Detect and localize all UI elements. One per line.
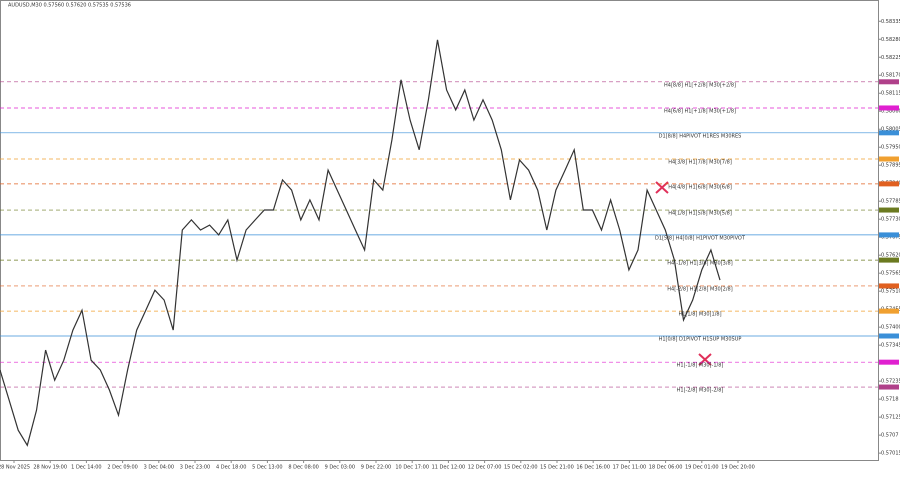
y-tick-label: 0.58060 [881,109,900,115]
level-price-tag [879,359,899,365]
y-tick-label: 0.57235 [881,379,900,385]
level-label: H4[3/8] H1[7/8] M30[7/8] [668,160,732,166]
y-tick-label: 0.58005 [881,127,900,133]
y-tick-label: 0.57125 [881,415,900,421]
level-label: H4[6/8] H1[+1/8] M30[+1/8] [664,108,736,114]
level-label: H4[-1/8] H1[3/8] M30[3/8] [667,261,732,267]
y-tick-label: 0.57950 [881,145,900,151]
x-tick-label: 18 Dec 06:00 [649,465,683,471]
y-tick-label: 0.57565 [881,271,900,277]
y-tick-label: 0.57015 [881,451,900,457]
x-tick-label: 19 Dec 20:00 [721,465,755,471]
y-tick-label: 0.58170 [881,73,900,79]
y-tick-label: 0.57345 [881,343,900,349]
x-tick-label: 17 Dec 11:00 [613,465,647,471]
plot-frame [0,0,879,461]
y-tick-label: 0.58335 [881,19,900,25]
x-tick-label: 28 Nov 2025 [0,465,30,471]
level-label: H4[4/8] H1[6/8] M30[6/8] [668,184,732,190]
x-tick-label: 4 Dec 18:00 [216,465,246,471]
x-tick-label: 12 Dec 07:00 [468,465,502,471]
x-tick-label: 28 Nov 19:00 [33,465,67,471]
y-tick-label: 0.57730 [881,217,900,223]
y-tick-label: 0.58115 [881,91,900,97]
x-tick-label: 10 Dec 17:00 [395,465,429,471]
level-label: H1[-2/8] M30[-2/8] [677,388,724,394]
x-tick-label: 11 Dec 12:00 [432,465,466,471]
level-price-tag [879,207,899,213]
level-price-tag [879,333,899,339]
chart-title: AUDUSD,M30 0.57560 0.57620 0.57535 0.575… [8,3,131,9]
level-price-tag [879,156,899,162]
level-label: D1[5/8] H4[0/8] H1PIVOT M30PIVOT [655,235,746,241]
level-price-tag [879,181,899,187]
x-tick-label: 19 Dec 01:00 [685,465,719,471]
y-tick-label: 0.57620 [881,253,900,259]
level-price-tag [879,308,899,314]
level-label: H1[0/8] D1PIVOT H1SUP M30SUP [659,337,742,343]
y-tick-label: 0.5707 [881,433,899,439]
x-tick-label: 3 Dec 04:00 [144,465,174,471]
x-tick-label: 15 Dec 02:00 [504,465,538,471]
level-price-tag [879,232,899,238]
x-tick-label: 1 Dec 14:00 [71,465,101,471]
y-tick-label: 0.58225 [881,55,900,61]
cross-marker [698,353,712,366]
level-label: D1[8/8] H4PIVOT H1RES M30RES [659,133,742,139]
y-tick-label: 0.57400 [881,325,900,331]
level-label: H4[-2/8] H1[2/8] M30[2/8] [667,286,732,292]
x-tick-label: 8 Dec 08:00 [288,465,318,471]
price-line [0,39,721,447]
y-tick-label: 0.57785 [881,199,900,205]
x-tick-label: 9 Dec 22:00 [361,465,391,471]
x-tick-label: 2 Dec 09:00 [107,465,137,471]
level-label: H4[8/8] H1[+2/8] M30[+2/8] [664,82,736,88]
y-tick-label: 0.57895 [881,163,900,169]
level-price-tag [879,257,899,263]
x-tick-label: 5 Dec 13:00 [252,465,282,471]
y-tick-label: 0.57510 [881,289,900,295]
level-price-tag [879,283,899,289]
level-label: H1[-1/8] M30[-1/8] [677,363,724,369]
y-tick-label: 0.5718 [881,397,899,403]
level-label: H1[1/8] M30[1/8] [678,312,721,318]
x-tick-label: 16 Dec 16:00 [576,465,610,471]
x-tick-label: 15 Dec 21:00 [540,465,574,471]
y-tick-label: 0.57675 [881,235,900,241]
level-price-tag [879,384,899,390]
level-price-tag [879,79,899,85]
level-price-tag [879,105,899,111]
x-tick-label: 9 Dec 03:00 [325,465,355,471]
y-tick-label: 0.58280 [881,37,900,43]
level-label: H4[1/8] H1[5/8] M30[5/8] [668,211,732,217]
level-price-tag [879,130,899,136]
x-tick-label: 3 Dec 23:00 [180,465,210,471]
